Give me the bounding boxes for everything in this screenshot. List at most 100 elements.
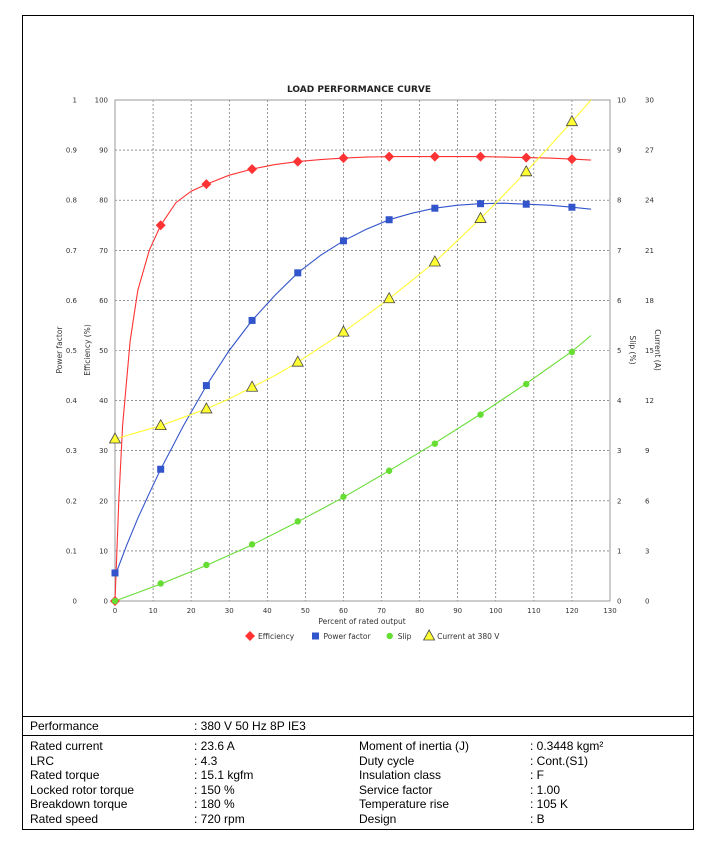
efficiency-tick-label: 30 — [99, 447, 108, 455]
series-current-at-380-v — [108, 99, 592, 444]
plot-area — [114, 99, 611, 602]
slip-point — [340, 493, 347, 500]
power-factor-tick-label: 0 — [73, 598, 77, 606]
current-at-380-v-point — [108, 432, 122, 444]
spec-right-label: Moment of inertia (J) — [359, 739, 470, 753]
efficiency-point — [429, 151, 440, 162]
spec-right-value: : B — [530, 811, 545, 826]
current-tick-label: 3 — [645, 547, 649, 555]
spec-left-value: : 150 % — [194, 782, 235, 797]
efficiency-point — [384, 151, 395, 162]
legend-marker-efficiency — [245, 631, 255, 641]
power-factor-point — [339, 237, 347, 245]
x-tick-label: 20 — [187, 607, 196, 615]
efficiency-tick-label: 90 — [99, 147, 108, 155]
y-axis-label-slip: Slip (%) — [628, 335, 637, 364]
power-factor-point — [157, 465, 165, 473]
efficiency-tick-label: 10 — [99, 547, 108, 555]
slip-point — [294, 518, 301, 525]
x-tick-label: 130 — [603, 607, 616, 615]
current-tick-label: 9 — [645, 447, 649, 455]
x-tick-label: 0 — [113, 607, 117, 615]
power-factor-point — [522, 200, 530, 208]
spec-left-value: : 4.3 — [194, 753, 218, 768]
spec-left-value: : 720 rpm — [194, 811, 245, 826]
legend-marker-power-factor — [312, 632, 319, 640]
current-tick-label: 12 — [645, 397, 654, 405]
spec-left-value: : 15.1 kgfm — [194, 768, 254, 782]
spec-right-label: Temperature rise — [359, 797, 450, 811]
efficiency-point — [155, 220, 166, 231]
slip-tick-label: 0 — [617, 598, 621, 606]
spec-right-label: Insulation class — [359, 768, 442, 782]
slip-point — [385, 467, 393, 474]
slip-tick-label: 1 — [617, 547, 621, 555]
current-tick-label: 21 — [645, 247, 654, 255]
series-power-factor — [111, 200, 592, 577]
power-factor-tick-label: 0.2 — [66, 497, 77, 505]
spec-left-label: Rated current — [30, 739, 103, 753]
slip-tick-label: 2 — [617, 497, 621, 505]
axis-ticks: 0 10 20 30 40 50 60 70 80 90 100 110 120 13000.10.20.… — [66, 97, 655, 616]
slip-line — [114, 335, 592, 602]
power-factor-point — [431, 204, 439, 212]
legend-marker-slip — [386, 632, 393, 640]
spec-right-value: : 105 K — [530, 797, 569, 811]
slip-point — [523, 380, 530, 388]
x-tick-label: 90 — [453, 607, 462, 615]
spec-performance-label: Performance — [30, 719, 99, 733]
chart-title: LOAD PERFORMANCE CURVE — [287, 85, 431, 95]
spec-right-label: Service factor — [359, 782, 433, 797]
power-factor-point — [385, 216, 393, 224]
power-factor-tick-label: 0.9 — [66, 147, 77, 155]
spec-table: Performance : 380 V 50 Hz 8P IE3 Rated c… — [22, 716, 694, 830]
spec-left-value: : 23.6 A — [194, 739, 235, 753]
slip-tick-label: 8 — [617, 197, 621, 205]
efficiency-tick-label: 20 — [99, 497, 108, 505]
spec-left-label: Rated torque — [30, 768, 100, 782]
current-at-380-v-point — [291, 355, 304, 367]
legend-label-efficiency: Efficiency — [258, 632, 295, 641]
power-factor-tick-label: 0.1 — [66, 547, 77, 555]
power-factor-tick-label: 0.3 — [66, 447, 77, 455]
efficiency-point — [247, 164, 258, 175]
efficiency-point — [201, 179, 212, 190]
power-factor-tick-label: 0.6 — [66, 297, 78, 305]
power-factor-tick-label: 0.4 — [66, 397, 78, 405]
current-tick-label: 27 — [645, 147, 654, 155]
legend-label-current-at-380-v: Current at 380 V — [437, 632, 500, 641]
slip-point — [431, 440, 439, 447]
current-at-380-v-point — [245, 380, 259, 392]
spec-left-value: : 180 % — [194, 797, 235, 811]
efficiency-point — [566, 154, 577, 165]
current-at-380-v-point — [520, 164, 533, 177]
spec-left-label: Breakdown torque — [30, 797, 128, 811]
x-tick-label: 60 — [339, 607, 348, 615]
slip-tick-label: 9 — [617, 147, 621, 155]
power-factor-point — [202, 382, 210, 390]
x-tick-label: 100 — [489, 607, 502, 615]
y-axis-label-power-factor: Power factor — [55, 326, 64, 374]
slip-point — [203, 561, 210, 569]
spec-right-value: : 1.00 — [530, 782, 561, 797]
spec-right-value: : 0.3448 kgm² — [530, 739, 604, 753]
slip-tick-label: 10 — [617, 97, 626, 105]
slip-point — [477, 411, 484, 418]
current-tick-label: 30 — [645, 97, 654, 105]
power-factor-point — [568, 203, 576, 211]
current-tick-label: 0 — [645, 598, 649, 606]
x-tick-label: 110 — [527, 607, 540, 615]
efficiency-tick-label: 70 — [99, 247, 108, 255]
slip-tick-label: 7 — [617, 247, 621, 255]
slip-tick-label: 6 — [617, 297, 622, 305]
efficiency-point — [475, 151, 486, 162]
power-factor-point — [111, 569, 119, 577]
chart-frame — [22, 15, 694, 830]
efficiency-tick-label: 80 — [99, 197, 108, 205]
x-tick-label: 10 — [149, 607, 158, 615]
legend-marker-current-at-380-v — [422, 629, 436, 641]
efficiency-point — [338, 153, 349, 164]
series-efficiency — [110, 151, 592, 606]
efficiency-tick-label: 0 — [104, 598, 108, 606]
current-at-380-v-point — [337, 325, 350, 337]
